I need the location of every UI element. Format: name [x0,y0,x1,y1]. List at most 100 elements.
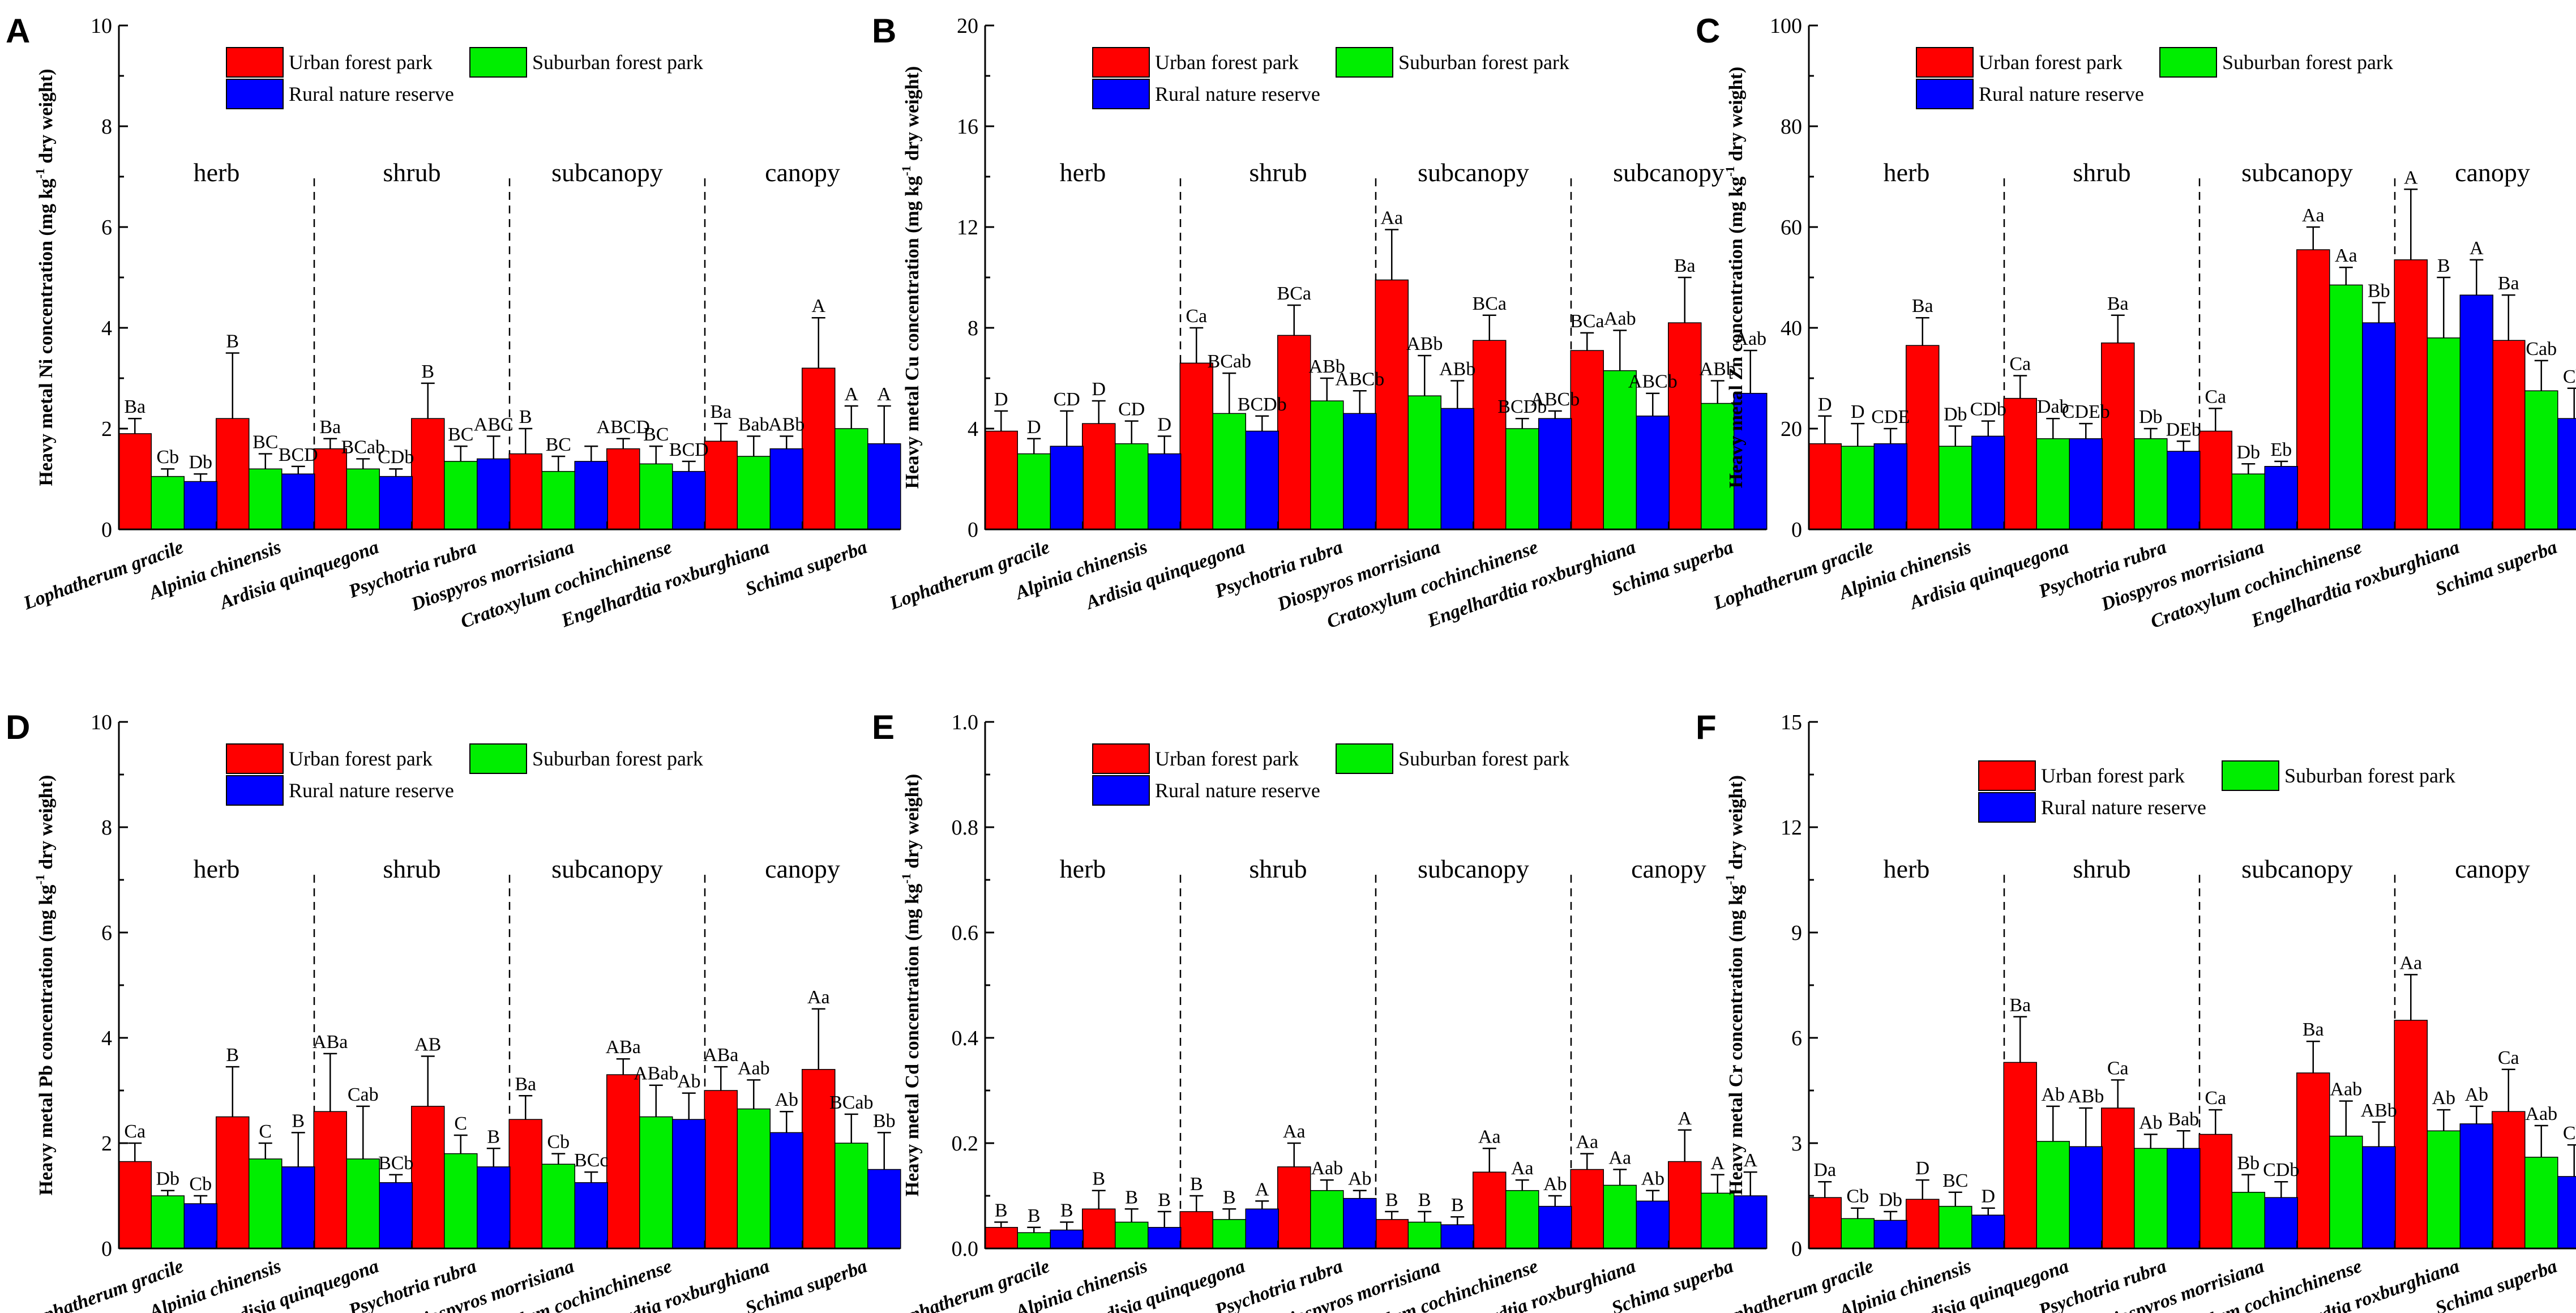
bar [1375,279,1409,530]
x-tick-label: Lophatherum gracile [20,537,186,614]
significance-label: Cb [2563,366,2576,387]
significance-label: Db [1944,404,1967,425]
legend: Urban forest park Suburban forest park Rur… [226,743,703,806]
legend-label: Rural nature reserve [1979,83,2144,105]
significance-label: Cb [156,447,179,468]
bar [2167,451,2201,530]
legend-swatch [1336,47,1393,78]
bar [2231,473,2265,530]
significance-label: A [811,296,825,317]
bar [2362,322,2396,530]
bar [477,458,511,530]
significance-label: BC [253,432,278,453]
significance-label: Aa [1380,207,1403,228]
bar [2427,337,2461,530]
significance-label: BCc [574,1150,608,1171]
bar [1082,1208,1116,1249]
significance-label: Ca [1186,306,1207,327]
bar [281,1166,315,1249]
bar [802,367,836,530]
bar [1701,1192,1735,1249]
y-tick-label: 0.8 [952,816,979,840]
y-tick-label: 3 [1791,1132,1802,1156]
significance-label: Aa [1576,1132,1598,1153]
y-tick-label: 10 [91,711,112,734]
significance-label: B [487,1126,500,1147]
bar [1440,1224,1474,1249]
bar [1808,1197,1842,1249]
significance-label: ABb [1700,358,1736,379]
significance-label: BCD [669,439,709,460]
y-axis-label: Heavy metal Cd concentration (mg kg-1 dr… [899,774,923,1196]
legend-swatch [2159,47,2217,78]
significance-label: B [1158,1190,1171,1211]
y-tick-label: 1.0 [952,711,979,734]
y-tick-label: 4 [968,417,978,441]
significance-label: ABCb [1628,371,1678,392]
bar [1212,1219,1246,1249]
y-tick-label: 16 [957,115,978,139]
panel-letter: A [6,12,30,50]
bar [2427,1130,2461,1249]
significance-label: B [421,361,434,382]
significance-label: Bb [2368,281,2390,302]
significance-label: BCa [1570,311,1604,332]
bar [118,433,152,530]
bar [1245,1208,1279,1249]
bar [2362,1146,2396,1249]
significance-label: ABab [634,1063,678,1084]
significance-label: D [1157,414,1171,435]
bar [541,1164,575,1249]
y-tick-label: 4 [101,317,112,340]
y-tick-label: 2 [101,1132,112,1156]
legend-swatch [2222,760,2279,791]
legend: Urban forest park Suburban forest park Rur… [1978,760,2455,823]
y-tick-label: 12 [1781,816,1802,840]
legend-swatch [1092,79,1150,109]
legend-label: Rural nature reserve [1155,779,1320,802]
bar [2557,418,2576,530]
bar [1375,1219,1409,1249]
significance-label: ABa [313,1032,348,1053]
bar [867,443,901,530]
panel-d: D Heavy metal Pb concentration (mg kg-1 d… [6,708,901,1313]
bar [1808,443,1842,530]
bar [1148,453,1182,530]
bar [1310,400,1344,530]
legend-label: Rural nature reserve [2041,796,2206,819]
significance-label: B [519,407,532,427]
bar [704,1090,738,1249]
bar [508,453,542,530]
significance-label: Aa [2335,245,2357,266]
significance-label: Ba [319,417,341,438]
significance-label: Da [1813,1160,1836,1181]
significance-label: A [877,384,891,405]
significance-label: Bab [2168,1109,2199,1130]
group-label: shrub [383,854,440,883]
significance-label: ABa [703,1045,738,1066]
bar [313,448,347,530]
legend-swatch [1978,792,2036,823]
significance-label: BCb [378,1153,413,1174]
significance-label: B [1223,1187,1236,1208]
y-tick-label: 6 [101,921,112,945]
y-tick-label: 2 [101,417,112,441]
significance-label: Aa [1511,1158,1534,1179]
significance-label: ABb [2068,1086,2104,1107]
bar [984,1227,1018,1249]
y-tick-label: 0.4 [952,1027,979,1050]
significance-label: Eb [2270,439,2292,460]
significance-label: Db [2236,442,2260,463]
significance-label: ABb [2361,1100,2397,1121]
significance-label: ABb [768,414,805,435]
significance-label: ABb [1406,333,1443,354]
legend-label: Urban forest park [1979,51,2123,74]
group-label: canopy [1631,854,1706,883]
significance-label: Ba [124,396,146,417]
significance-label: A [2470,238,2484,259]
bar [2231,1192,2265,1249]
significance-label: A [2404,167,2418,188]
significance-label: Cab [2526,339,2557,360]
significance-label: C [259,1121,272,1142]
